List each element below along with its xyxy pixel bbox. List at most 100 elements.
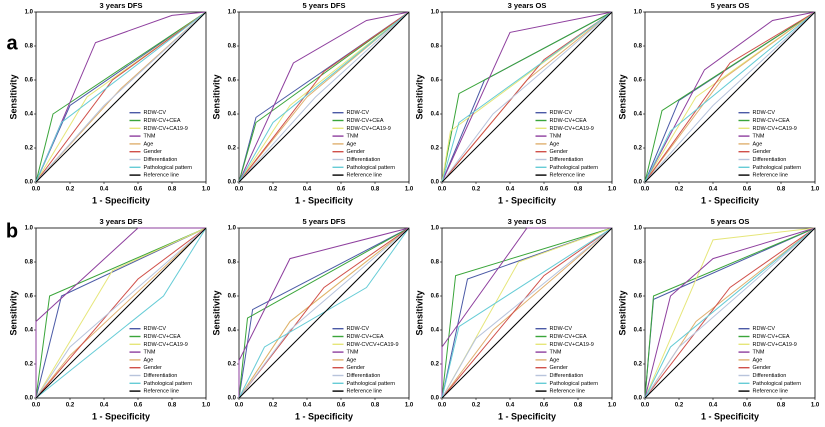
legend-label: Gender	[753, 365, 772, 371]
legend-label: Gender	[347, 365, 366, 371]
roc-curve	[35, 227, 207, 399]
plot-frame	[35, 227, 207, 399]
y-tick-label: 1.0	[634, 10, 643, 16]
legend-label: Pathological pattern	[347, 381, 396, 387]
y-tick-label: 0.2	[431, 362, 440, 368]
roc-curve	[644, 227, 816, 399]
y-tick-label: 0.6	[25, 294, 34, 300]
y-tick-label: 0.8	[634, 44, 643, 50]
legend-label: RDW-CV	[550, 326, 573, 332]
x-axis-label: 1 - Specificity	[498, 411, 556, 421]
panel-label: a	[6, 32, 18, 54]
x-tick-label: 0.8	[574, 187, 583, 193]
roc-curve	[35, 227, 207, 399]
legend-label: Age	[753, 357, 763, 363]
x-tick-label: 1.0	[202, 403, 211, 409]
chart-title: 5 years DFS	[303, 1, 346, 10]
legend-label: Differentiation	[550, 157, 584, 163]
x-tick-label: 0.6	[337, 403, 346, 409]
legend-label: Differentiation	[347, 373, 381, 379]
roc-curve	[238, 11, 410, 183]
legend-label: Reference line	[550, 173, 585, 179]
chart-title: 3 years DFS	[100, 1, 143, 10]
x-tick-label: 0.2	[269, 187, 278, 193]
legend-label: Pathological pattern	[753, 381, 802, 387]
x-tick-label: 1.0	[608, 187, 617, 193]
legend-label: Pathological pattern	[753, 165, 802, 171]
y-tick-label: 0.0	[634, 180, 643, 186]
x-axis-label: 1 - Specificity	[295, 411, 353, 421]
y-tick-label: 0.2	[228, 362, 237, 368]
x-axis-label: 1 - Specificity	[92, 411, 150, 421]
legend-label: RDW-CV+CEA	[347, 118, 384, 124]
roc-curve	[644, 227, 816, 399]
y-tick-label: 0.2	[431, 146, 440, 152]
roc-curve	[644, 11, 816, 183]
legend-label: Differentiation	[753, 157, 787, 163]
chart-title: 5 years OS	[711, 1, 750, 10]
roc-curve	[644, 227, 816, 399]
x-axis-label: 1 - Specificity	[92, 195, 150, 205]
y-tick-label: 0.6	[25, 78, 34, 84]
x-tick-label: 0.0	[641, 403, 650, 409]
x-tick-label: 0.4	[506, 403, 515, 409]
y-tick-label: 0.8	[228, 44, 237, 50]
plot-frame	[238, 11, 410, 183]
plot-frame	[644, 11, 816, 183]
x-tick-label: 0.8	[574, 403, 583, 409]
x-tick-label: 0.2	[675, 403, 684, 409]
y-tick-label: 0.8	[634, 260, 643, 266]
x-tick-label: 0.6	[540, 403, 549, 409]
y-tick-label: 0.6	[228, 294, 237, 300]
legend-label: Gender	[753, 149, 772, 155]
legend-label: Pathological pattern	[347, 165, 396, 171]
y-tick-label: 0.4	[634, 112, 643, 118]
legend-label: Age	[753, 141, 763, 147]
legend-label: Reference line	[347, 389, 382, 395]
roc-curve	[644, 11, 816, 183]
y-tick-label: 0.4	[431, 112, 440, 118]
x-tick-label: 0.0	[32, 403, 41, 409]
roc-curve	[644, 227, 816, 399]
x-tick-label: 0.6	[540, 187, 549, 193]
roc-curve	[35, 11, 207, 183]
legend-label: TNM	[144, 134, 156, 140]
y-axis-label: Sensitivity	[617, 290, 627, 335]
x-tick-label: 0.8	[168, 403, 177, 409]
roc-curve	[238, 227, 410, 399]
x-tick-label: 0.2	[472, 187, 481, 193]
roc-curve	[441, 227, 613, 399]
roc-curve	[441, 11, 613, 183]
legend-label: RDW-CV+CA19-9	[550, 342, 594, 348]
y-tick-label: 0.8	[25, 44, 34, 50]
legend-label: Differentiation	[753, 373, 787, 379]
roc-curve	[35, 11, 207, 183]
y-axis-label: Sensitivity	[8, 290, 18, 335]
roc-curve	[441, 11, 613, 183]
x-tick-label: 1.0	[405, 403, 414, 409]
roc-curve	[441, 227, 613, 399]
y-tick-label: 0.0	[431, 180, 440, 186]
roc-curve	[238, 11, 410, 183]
legend-label: RDW-CV	[753, 326, 776, 332]
roc-curve	[644, 227, 816, 399]
y-axis-label: Sensitivity	[617, 74, 627, 119]
x-tick-label: 0.4	[303, 403, 312, 409]
x-tick-label: 1.0	[405, 187, 414, 193]
y-axis-label: Sensitivity	[8, 74, 18, 119]
y-tick-label: 0.2	[25, 362, 34, 368]
roc-curve	[441, 227, 612, 398]
y-tick-label: 0.2	[228, 146, 237, 152]
x-axis-label: 1 - Specificity	[498, 195, 556, 205]
legend-label: TNM	[753, 134, 765, 140]
roc-curve	[238, 227, 410, 399]
roc-curve	[644, 11, 816, 183]
legend-label: TNM	[347, 134, 359, 140]
plot-frame	[35, 11, 207, 183]
x-tick-label: 0.0	[32, 187, 41, 193]
x-tick-label: 1.0	[608, 403, 617, 409]
legend-label: Pathological pattern	[144, 381, 193, 387]
y-tick-label: 1.0	[228, 10, 237, 16]
roc-curve	[441, 11, 613, 183]
